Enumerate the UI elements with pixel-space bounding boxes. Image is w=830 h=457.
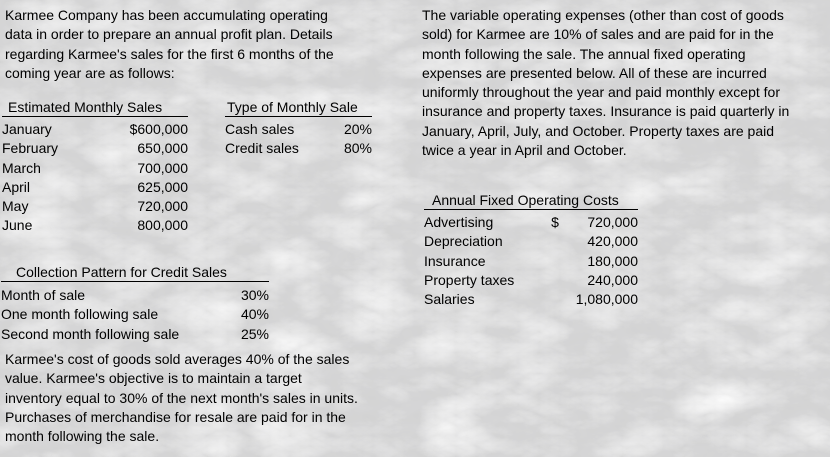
sales-amount: 650,000 — [137, 140, 188, 157]
month-label: April — [2, 178, 31, 195]
paragraph-line: sold) for Karmee are 10% of sales and ar… — [422, 26, 774, 43]
expenses-paragraph: The variable operating expenses (other t… — [422, 6, 789, 160]
table-rows: Advertising $ 720,000 Depreciation 420,0… — [424, 213, 638, 309]
month-label: March — [2, 159, 41, 176]
cost-label: Salaries — [424, 291, 475, 308]
sale-type-label: Cash sales — [225, 121, 295, 137]
currency-sign — [544, 290, 566, 309]
currency-sign — [544, 232, 566, 251]
sales-amount: 700,000 — [137, 159, 188, 176]
collection-period-label: Month of sale — [1, 287, 86, 303]
paragraph-line: value. Karmee's objective is to maintain… — [5, 370, 302, 387]
cost-amount: 420,000 — [587, 233, 638, 250]
month-label: February — [2, 140, 59, 157]
sale-type-percent: 80% — [343, 140, 372, 157]
month-label: May — [2, 198, 29, 215]
table-row: Property taxes 240,000 — [424, 271, 638, 290]
intro-paragraph: Karmee Company has been accumulating ope… — [5, 6, 334, 83]
table-row: Salaries 1,080,000 — [424, 290, 638, 309]
sale-type-percent: 20% — [343, 121, 372, 137]
sales-amount: 720,000 — [137, 198, 188, 215]
paragraph-line: inventory equal to 30% of the next month… — [5, 389, 358, 406]
table-row: Insurance 180,000 — [424, 252, 638, 271]
paragraph-line: twice a year in April and October. — [422, 142, 627, 159]
table-row: Advertising $ 720,000 — [424, 213, 638, 232]
paragraph-line: January, April, July, and October. Prope… — [422, 122, 774, 139]
cogs-paragraph: Karmee's cost of goods sold averages 40%… — [5, 350, 358, 446]
collection-period-label: Second month following sale — [1, 325, 180, 342]
table-rows: Cash sales 20% Credit sales 80% — [225, 120, 372, 159]
month-label: June — [2, 217, 33, 234]
paragraph-line: Karmee's cost of goods sold averages 40%… — [5, 351, 350, 367]
cost-label: Depreciation — [424, 233, 503, 250]
paragraph-line: coming year are as follows: — [5, 64, 175, 81]
table-rows: Month of sale 30% One month following sa… — [1, 286, 269, 344]
currency-sign — [544, 271, 566, 290]
table-row: Second month following sale 25% — [1, 325, 269, 344]
collection-period-label: One month following sale — [1, 306, 159, 323]
paragraph-line: data in order to prepare an annual profi… — [5, 26, 333, 43]
collection-percent: 40% — [240, 306, 269, 323]
collection-pattern-table: Collection Pattern for Credit Sales Mont… — [1, 263, 269, 344]
sales-amount: 625,000 — [137, 178, 188, 195]
paragraph-line: Karmee Company has been accumulating ope… — [5, 7, 328, 23]
paragraph-line: month following the sale. — [5, 428, 160, 445]
table-row: February 650,000 — [2, 139, 188, 158]
cost-amount: 240,000 — [587, 271, 638, 288]
currency-sign — [544, 252, 566, 271]
estimated-monthly-sales-table: Estimated Monthly Sales January $600,000… — [2, 98, 188, 236]
table-rows: January $600,000 February 650,000 March … — [2, 120, 188, 236]
table-row: Month of sale 30% — [1, 286, 269, 305]
table-row: April 625,000 — [2, 178, 188, 197]
table-row: March 700,000 — [2, 159, 188, 178]
table-row: Cash sales 20% — [225, 120, 372, 139]
paragraph-line: insurance and property taxes. Insurance … — [422, 103, 790, 120]
cost-label: Advertising — [424, 214, 494, 230]
cost-label: Insurance — [424, 252, 486, 269]
table-title: Estimated Monthly Sales — [2, 98, 188, 117]
paragraph-line: uniformly throughout the year and paid m… — [422, 84, 780, 101]
table-title: Collection Pattern for Credit Sales — [1, 263, 269, 282]
cost-amount: 180,000 — [587, 252, 638, 269]
sale-type-label: Credit sales — [225, 140, 299, 157]
sales-amount: $600,000 — [129, 121, 188, 137]
table-row: January $600,000 — [2, 120, 188, 139]
collection-percent: 25% — [240, 325, 269, 342]
table-row: June 800,000 — [2, 216, 188, 235]
month-label: January — [2, 121, 52, 137]
collection-percent: 30% — [240, 287, 269, 303]
paragraph-line: The variable operating expenses (other t… — [422, 7, 784, 23]
table-title: Annual Fixed Operating Costs — [424, 191, 638, 210]
table-row: One month following sale 40% — [1, 305, 269, 324]
cost-amount: 1,080,000 — [575, 291, 638, 308]
cost-label: Property taxes — [424, 271, 515, 288]
table-row: Depreciation 420,000 — [424, 232, 638, 251]
table-row: Credit sales 80% — [225, 139, 372, 158]
paragraph-line: expenses are presented below. All of the… — [422, 64, 767, 81]
type-of-monthly-sale-table: Type of Monthly Sale Cash sales 20% Cred… — [225, 98, 372, 159]
table-title: Type of Monthly Sale — [225, 98, 372, 117]
annual-fixed-operating-costs-table: Annual Fixed Operating Costs Advertising… — [424, 191, 638, 309]
cost-amount: 720,000 — [587, 214, 638, 230]
sales-amount: 800,000 — [137, 217, 188, 234]
paragraph-line: Purchases of merchandise for resale are … — [5, 408, 346, 425]
table-row: May 720,000 — [2, 197, 188, 216]
paragraph-line: regarding Karmee's sales for the first 6… — [5, 45, 334, 62]
paragraph-line: month following the sale. The annual fix… — [422, 45, 746, 62]
currency-sign: $ — [551, 214, 559, 230]
